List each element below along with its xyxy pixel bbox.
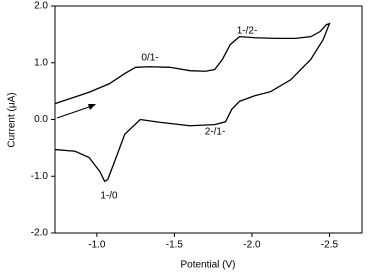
peak-annotation: 1-/0 (100, 191, 118, 202)
cv-curve (54, 22, 331, 183)
y-axis-label: Current (μA) (7, 92, 18, 147)
scan-arrow-head (88, 104, 96, 110)
peak-annotation: 2-/1- (205, 127, 226, 138)
x-tick-label: -1.5 (166, 240, 184, 251)
y-tick-label: -1.0 (31, 171, 49, 182)
y-tick-label: -2.0 (31, 228, 49, 239)
peak-annotation: 0/1- (141, 53, 158, 64)
x-tick-label: -1.0 (88, 240, 106, 251)
x-tick-label: -2.5 (321, 240, 339, 251)
y-tick-label: 2.0 (34, 1, 48, 12)
y-tick-label: 0.0 (34, 114, 48, 125)
x-tick-label: -2.0 (243, 240, 261, 251)
y-tick-label: 1.0 (34, 57, 48, 68)
peak-annotation: 1-/2- (237, 26, 258, 37)
x-axis-label: Potential (V) (180, 260, 235, 271)
scan-arrow (56, 105, 93, 119)
